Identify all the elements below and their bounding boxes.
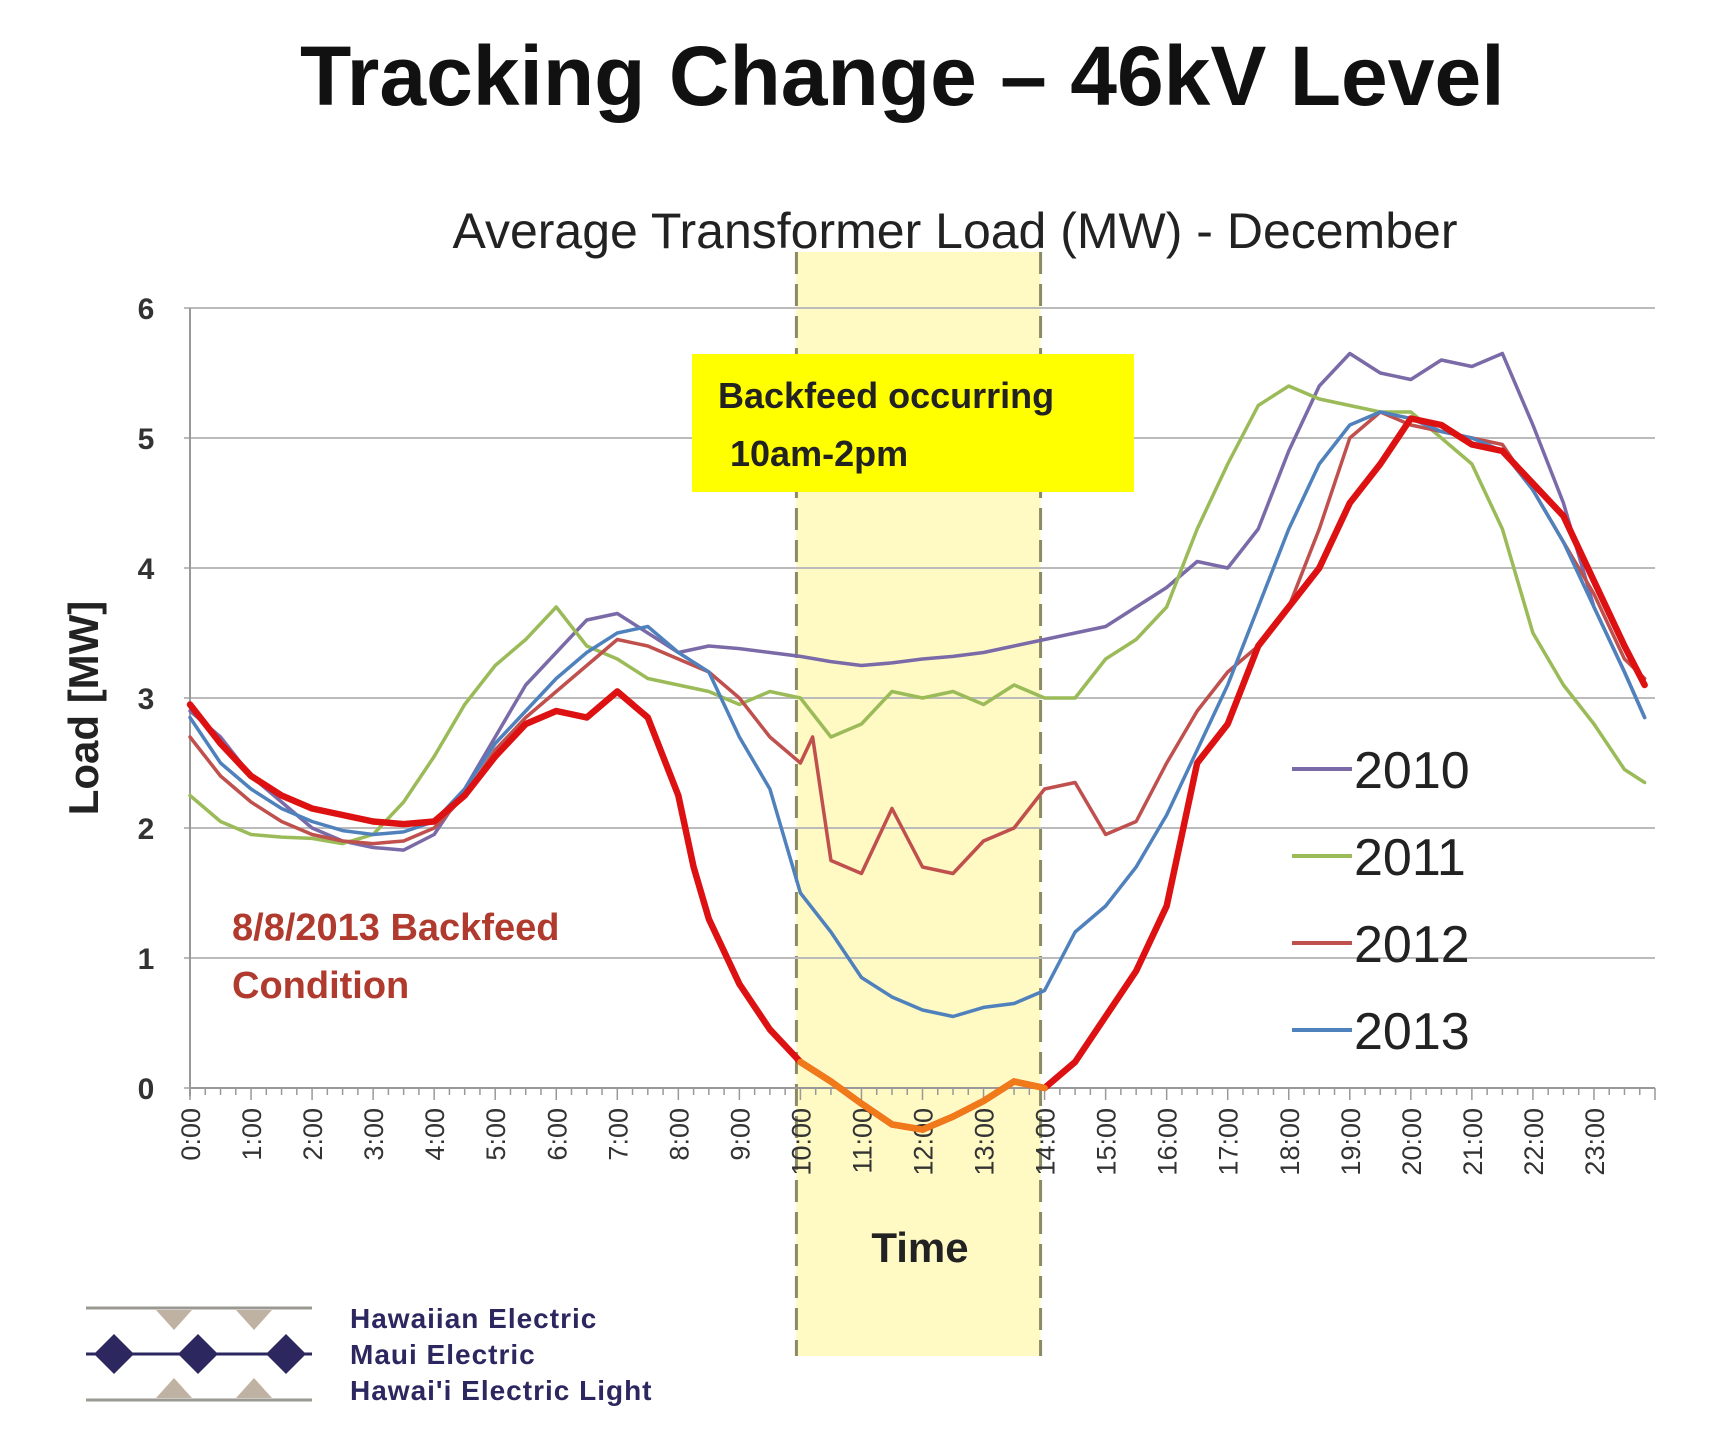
legend-label-2011: 2011: [1354, 829, 1466, 887]
series-lines: [186, 351, 1648, 1133]
logo-diamond-3: [266, 1334, 306, 1374]
logo-diamond-2: [178, 1334, 218, 1374]
legend: 2010 2011 2012 2013: [1292, 742, 1470, 1061]
legend-label-2012: 2012: [1354, 916, 1470, 974]
backfeed-annotation-line1: Backfeed occurring: [718, 375, 1054, 416]
y-tick-label: 3: [138, 683, 155, 716]
x-tick-label: 22:00: [1519, 1108, 1549, 1176]
logo-line-3: Hawai'i Electric Light: [350, 1375, 653, 1406]
x-tick-label: 13:00: [970, 1108, 1000, 1176]
x-axis-title: Time: [871, 1224, 968, 1271]
x-tick-label: 17:00: [1214, 1108, 1244, 1176]
series-line-2011: [188, 384, 1647, 846]
axes: [189, 308, 1656, 1100]
logo-triangle-top-1: [156, 1310, 192, 1330]
condition-label-line2: Condition: [232, 965, 409, 1007]
y-tick-label: 1: [138, 943, 155, 976]
x-tick-label: 18:00: [1275, 1108, 1305, 1176]
series-line-2010: [188, 351, 1647, 852]
x-tick-label: 2:00: [298, 1108, 328, 1161]
x-tick-label: 7:00: [603, 1108, 633, 1161]
x-tick-label: 11:00: [847, 1108, 877, 1174]
y-tick-label: 2: [138, 813, 155, 846]
x-tick-label: 15:00: [1092, 1108, 1122, 1176]
x-tick-label: 20:00: [1397, 1108, 1427, 1176]
slide-title: Tracking Change – 46kV Level: [300, 29, 1505, 123]
x-tick-label: 23:00: [1580, 1108, 1610, 1176]
y-tick-label: 5: [138, 423, 155, 456]
x-tick-label: 19:00: [1336, 1108, 1366, 1176]
x-tick-label: 12:00: [909, 1108, 939, 1176]
x-tick-label: 9:00: [725, 1108, 755, 1161]
x-tick-label: 3:00: [359, 1108, 389, 1161]
backfeed-annotation-line2: 10am-2pm: [730, 433, 908, 474]
logo-line-2: Maui Electric: [350, 1339, 536, 1370]
x-tick-label: 1:00: [237, 1108, 267, 1161]
logo-diamond-1: [94, 1334, 134, 1374]
x-tick-label: 0:00: [176, 1108, 206, 1161]
y-tick-label: 6: [138, 293, 155, 326]
x-tick-label: 14:00: [1031, 1108, 1061, 1176]
x-tick-label: 6:00: [542, 1108, 572, 1161]
chart-title: Average Transformer Load (MW) - December: [453, 203, 1458, 259]
company-logo: Hawaiian Electric Maui Electric Hawai'i …: [86, 1303, 653, 1406]
logo-line-1: Hawaiian Electric: [350, 1303, 597, 1334]
x-tick-label: 21:00: [1458, 1108, 1488, 1176]
logo-triangle-bottom-2: [236, 1378, 272, 1398]
logo-triangle-top-2: [236, 1310, 272, 1330]
backfeed-annotation-box: [692, 354, 1134, 492]
x-tick-labels: 0:00 1:00 2:00 3:00 4:00 5:00 6:00 7:00 8:00 9:00…: [176, 1108, 1610, 1176]
x-tick-label: 8:00: [664, 1108, 694, 1161]
y-tick-label: 4: [138, 553, 155, 586]
x-tick-label: 16:00: [1153, 1108, 1183, 1176]
x-tick-label: 4:00: [420, 1108, 450, 1161]
series-line-backfeed-dip: [797, 1058, 1048, 1133]
x-tick-label: 5:00: [481, 1108, 511, 1161]
y-tick-labels: 0 1 2 3 4 5 6: [138, 293, 155, 1106]
y-axis-title: Load [MW]: [60, 601, 107, 816]
x-tick-label: 10:00: [786, 1108, 816, 1176]
logo-triangle-bottom-1: [156, 1378, 192, 1398]
legend-label-2013: 2013: [1354, 1003, 1470, 1061]
y-tick-label: 0: [138, 1073, 155, 1106]
backfeed-annotation: Backfeed occurring 10am-2pm: [692, 354, 1134, 492]
legend-label-2010: 2010: [1354, 742, 1470, 800]
condition-label-line1: 8/8/2013 Backfeed: [232, 907, 559, 949]
